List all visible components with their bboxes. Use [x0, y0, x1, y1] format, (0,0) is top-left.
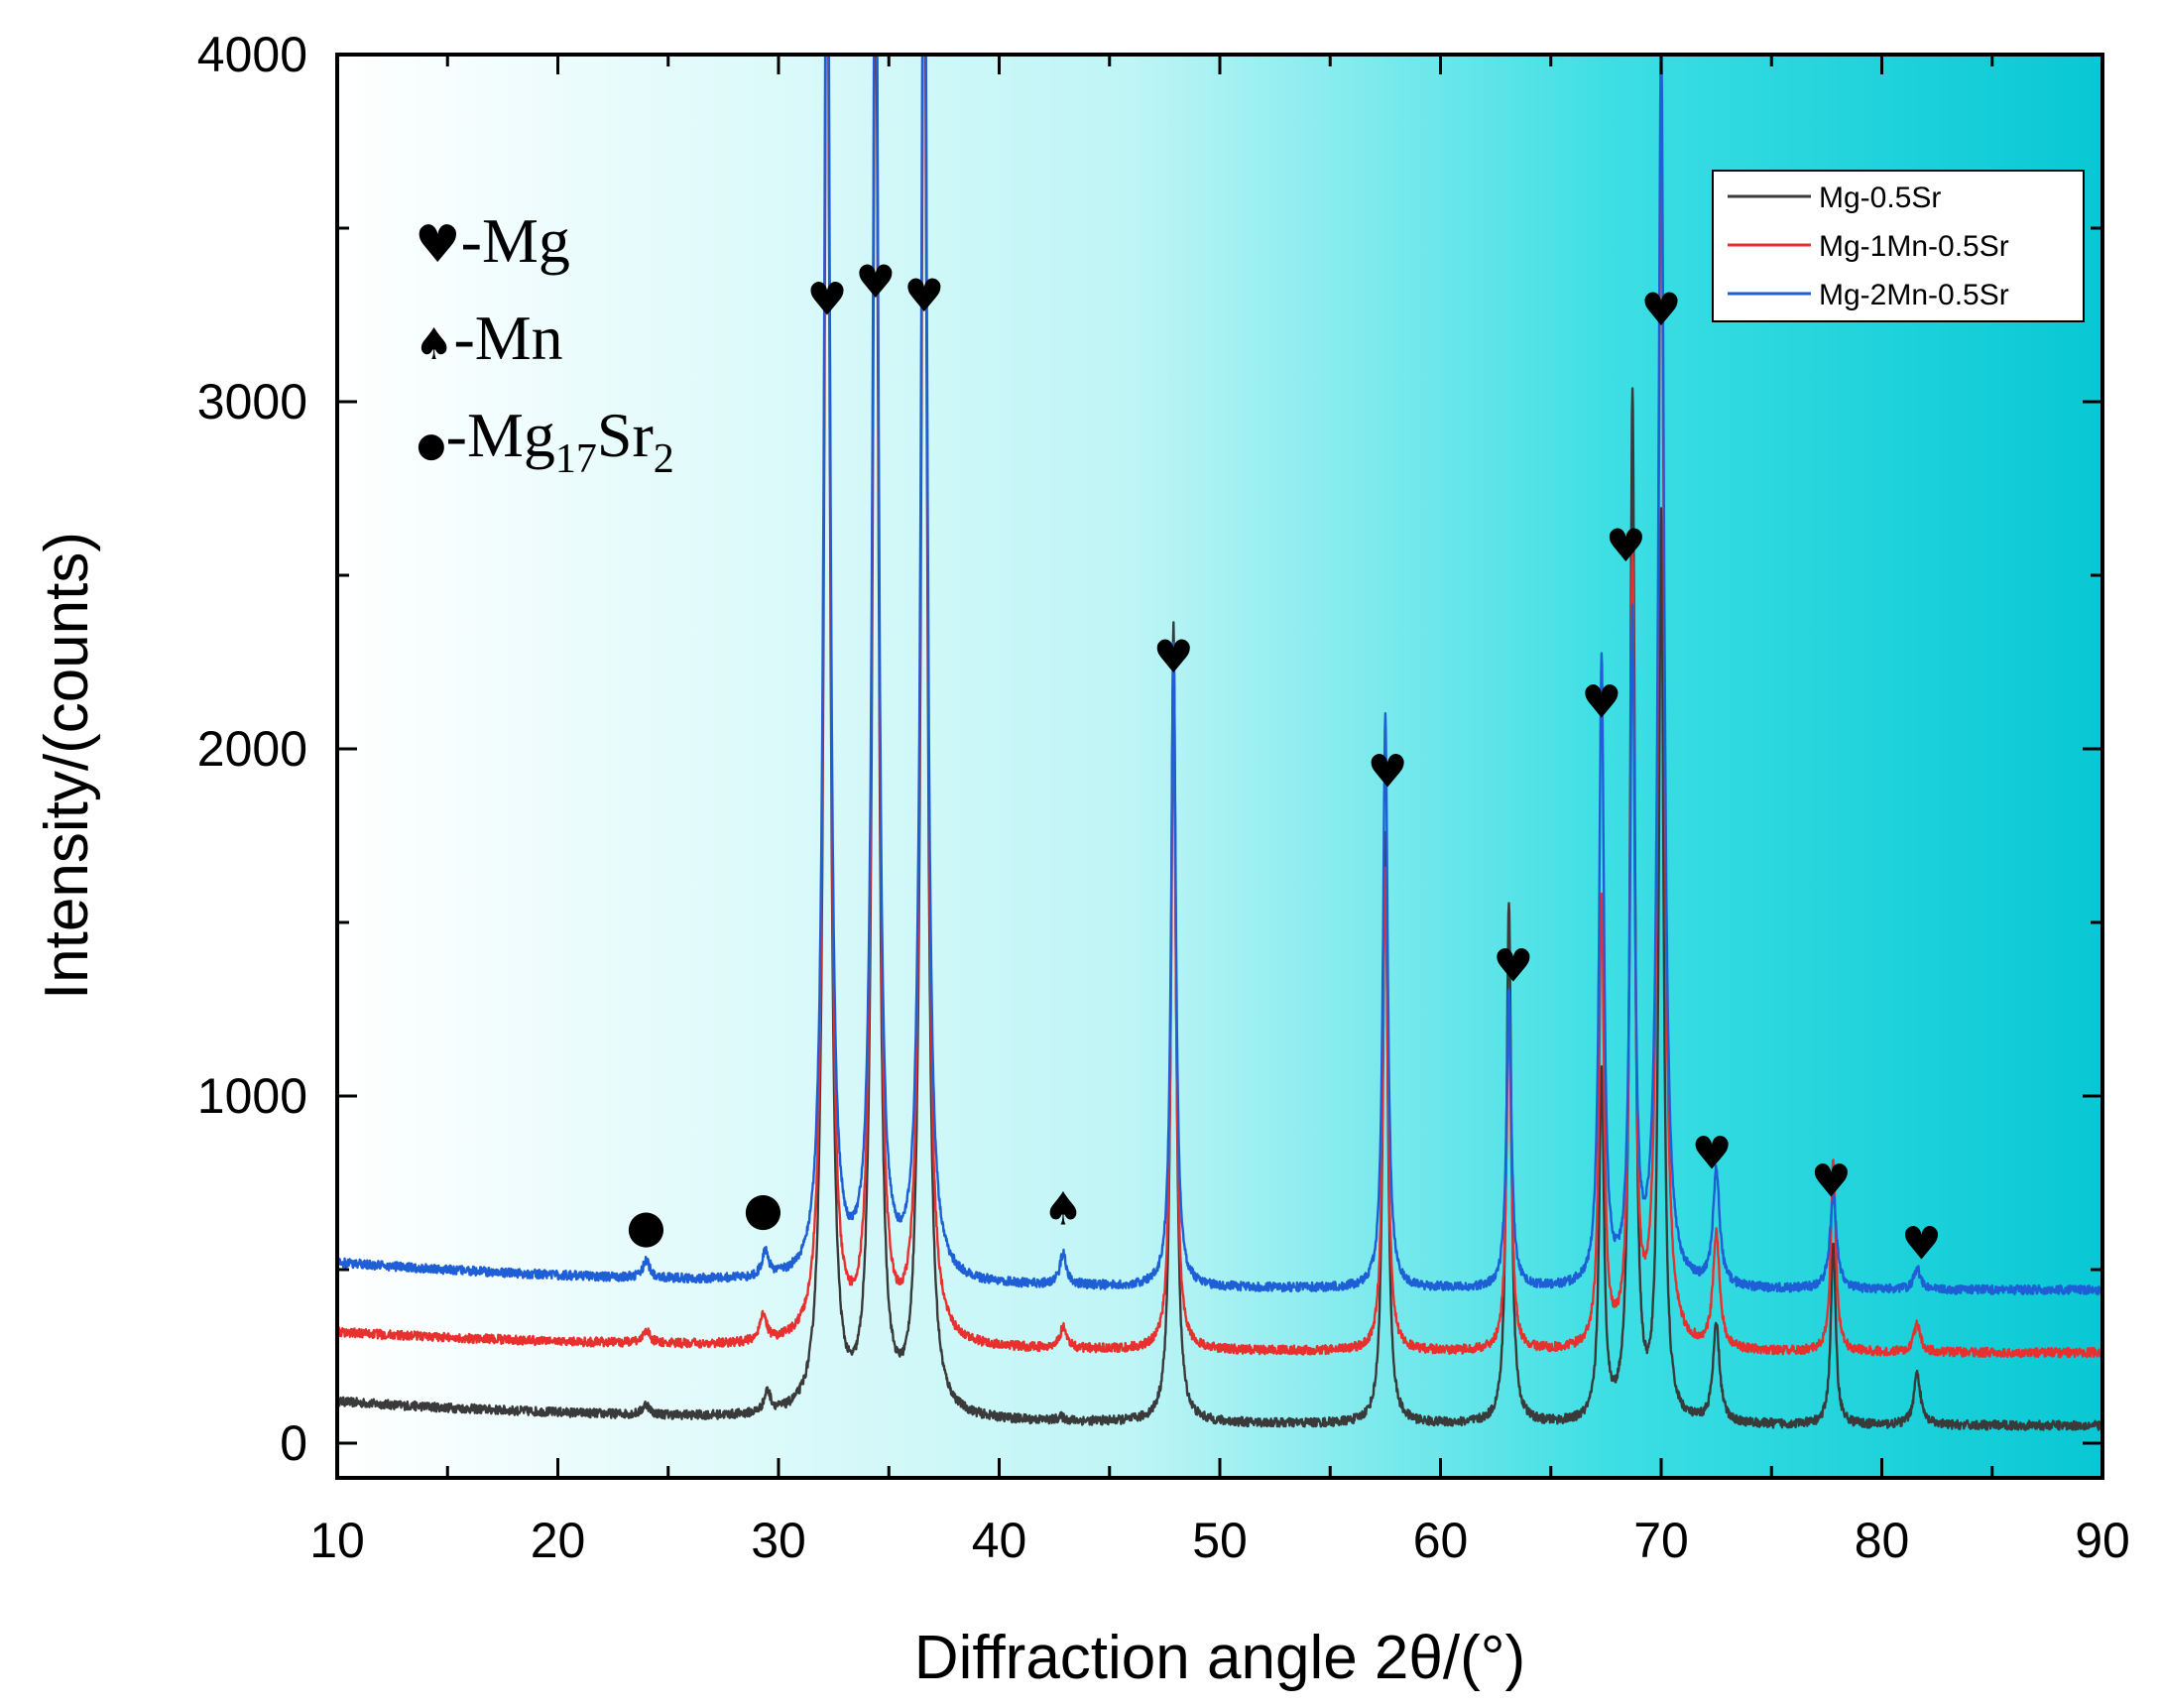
y-tick-label: 3000: [197, 374, 307, 429]
legend-label: Mg-0.5Sr: [1819, 182, 1941, 214]
x-axis-title: Diffraction angle 2θ/(°): [914, 1624, 1525, 1692]
heart-marker-icon: ♥: [1606, 519, 1646, 572]
x-tick-label: 50: [1192, 1513, 1248, 1568]
y-axis-title: Intensity/(counts): [33, 532, 101, 1000]
heart-marker-icon: ♥: [1901, 1217, 1942, 1271]
y-tick-label: 0: [280, 1415, 307, 1471]
spade-marker-icon: ♠: [1042, 1182, 1083, 1236]
phase-legend-mn: ♠-Mn: [415, 303, 563, 373]
phase-legend-mg17sr2: ●-Mg17Sr2: [417, 400, 674, 482]
y-tick-label: 2000: [197, 721, 307, 777]
heart-marker-icon: ♥: [806, 273, 847, 326]
series-line-mg-2mn-0.5sr: [337, 55, 2102, 1296]
x-tick-label: 70: [1633, 1513, 1689, 1568]
x-tick-label: 10: [309, 1513, 365, 1568]
heart-marker-icon: ♥: [903, 269, 944, 322]
x-tick-label: 60: [1413, 1513, 1469, 1568]
legend-label: Mg-1Mn-0.5Sr: [1819, 230, 2009, 263]
heart-marker-icon: ♥: [1367, 745, 1407, 798]
dot-marker-icon: ●: [626, 1199, 665, 1253]
x-tick-labels: 10 20 30 40 50 60 70 80 90: [309, 1513, 2130, 1568]
peak-annotations: ♥ ♥ ♥♥♥♥♥♥♥♥♥♥♠● ●: [626, 255, 1942, 1271]
heart-marker-icon: ♥: [1581, 675, 1621, 729]
x-tick-label: 30: [751, 1513, 806, 1568]
series-line-mg-1mn-0.5sr: [337, 55, 2102, 1359]
series-layer: [337, 55, 2102, 1431]
phase-legend-mg: ♥-Mg: [415, 205, 570, 276]
x-tick-label: 40: [972, 1513, 1027, 1568]
heart-marker-icon: ♥: [1811, 1155, 1852, 1208]
spade-icon: ♠: [415, 319, 453, 370]
heart-marker-icon: ♥: [855, 255, 896, 308]
x-tick-label: 90: [2075, 1513, 2130, 1568]
series-legend: Mg-0.5Sr Mg-1Mn-0.5Sr Mg-2Mn-0.5Sr: [1712, 170, 2085, 322]
heart-icon: ♥: [415, 215, 461, 275]
phase-legend: ♥-Mg ♠-Mn ●-Mg17Sr2: [415, 205, 674, 482]
y-tick-label: 1000: [197, 1068, 307, 1124]
series-line-mg-0.5sr: [337, 55, 2102, 1431]
dot-marker-icon: ●: [743, 1182, 782, 1236]
heart-marker-icon: ♥: [1640, 283, 1681, 336]
dot-icon: ●: [417, 426, 446, 465]
axis-ticks: [335, 53, 2104, 1478]
x-tick-label: 80: [1855, 1513, 1910, 1568]
heart-marker-icon: ♥: [1692, 1127, 1733, 1180]
legend-label: Mg-2Mn-0.5Sr: [1819, 279, 2009, 311]
x-tick-label: 20: [531, 1513, 586, 1568]
heart-marker-icon: ♥: [1153, 630, 1194, 683]
y-tick-label: 4000: [197, 27, 307, 82]
heart-marker-icon: ♥: [1493, 939, 1533, 993]
y-tick-labels: 0 1000 2000 3000 4000: [197, 27, 307, 1471]
